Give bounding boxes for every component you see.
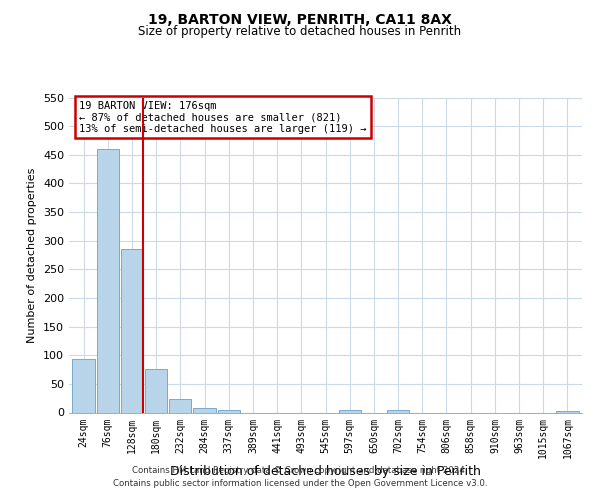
- Bar: [169, 400, 191, 412]
- Bar: [387, 410, 409, 412]
- Y-axis label: Number of detached properties: Number of detached properties: [28, 168, 37, 342]
- X-axis label: Distribution of detached houses by size in Penrith: Distribution of detached houses by size …: [170, 466, 481, 478]
- Text: 19 BARTON VIEW: 176sqm
← 87% of detached houses are smaller (821)
13% of semi-de: 19 BARTON VIEW: 176sqm ← 87% of detached…: [79, 100, 367, 134]
- Bar: [121, 250, 143, 412]
- Bar: [218, 410, 240, 412]
- Bar: [193, 408, 215, 412]
- Text: 19, BARTON VIEW, PENRITH, CA11 8AX: 19, BARTON VIEW, PENRITH, CA11 8AX: [148, 12, 452, 26]
- Bar: [338, 410, 361, 412]
- Bar: [556, 411, 578, 412]
- Text: Contains HM Land Registry data © Crown copyright and database right 2024.
Contai: Contains HM Land Registry data © Crown c…: [113, 466, 487, 487]
- Bar: [97, 149, 119, 412]
- Text: Size of property relative to detached houses in Penrith: Size of property relative to detached ho…: [139, 25, 461, 38]
- Bar: [73, 358, 95, 412]
- Bar: [145, 369, 167, 412]
